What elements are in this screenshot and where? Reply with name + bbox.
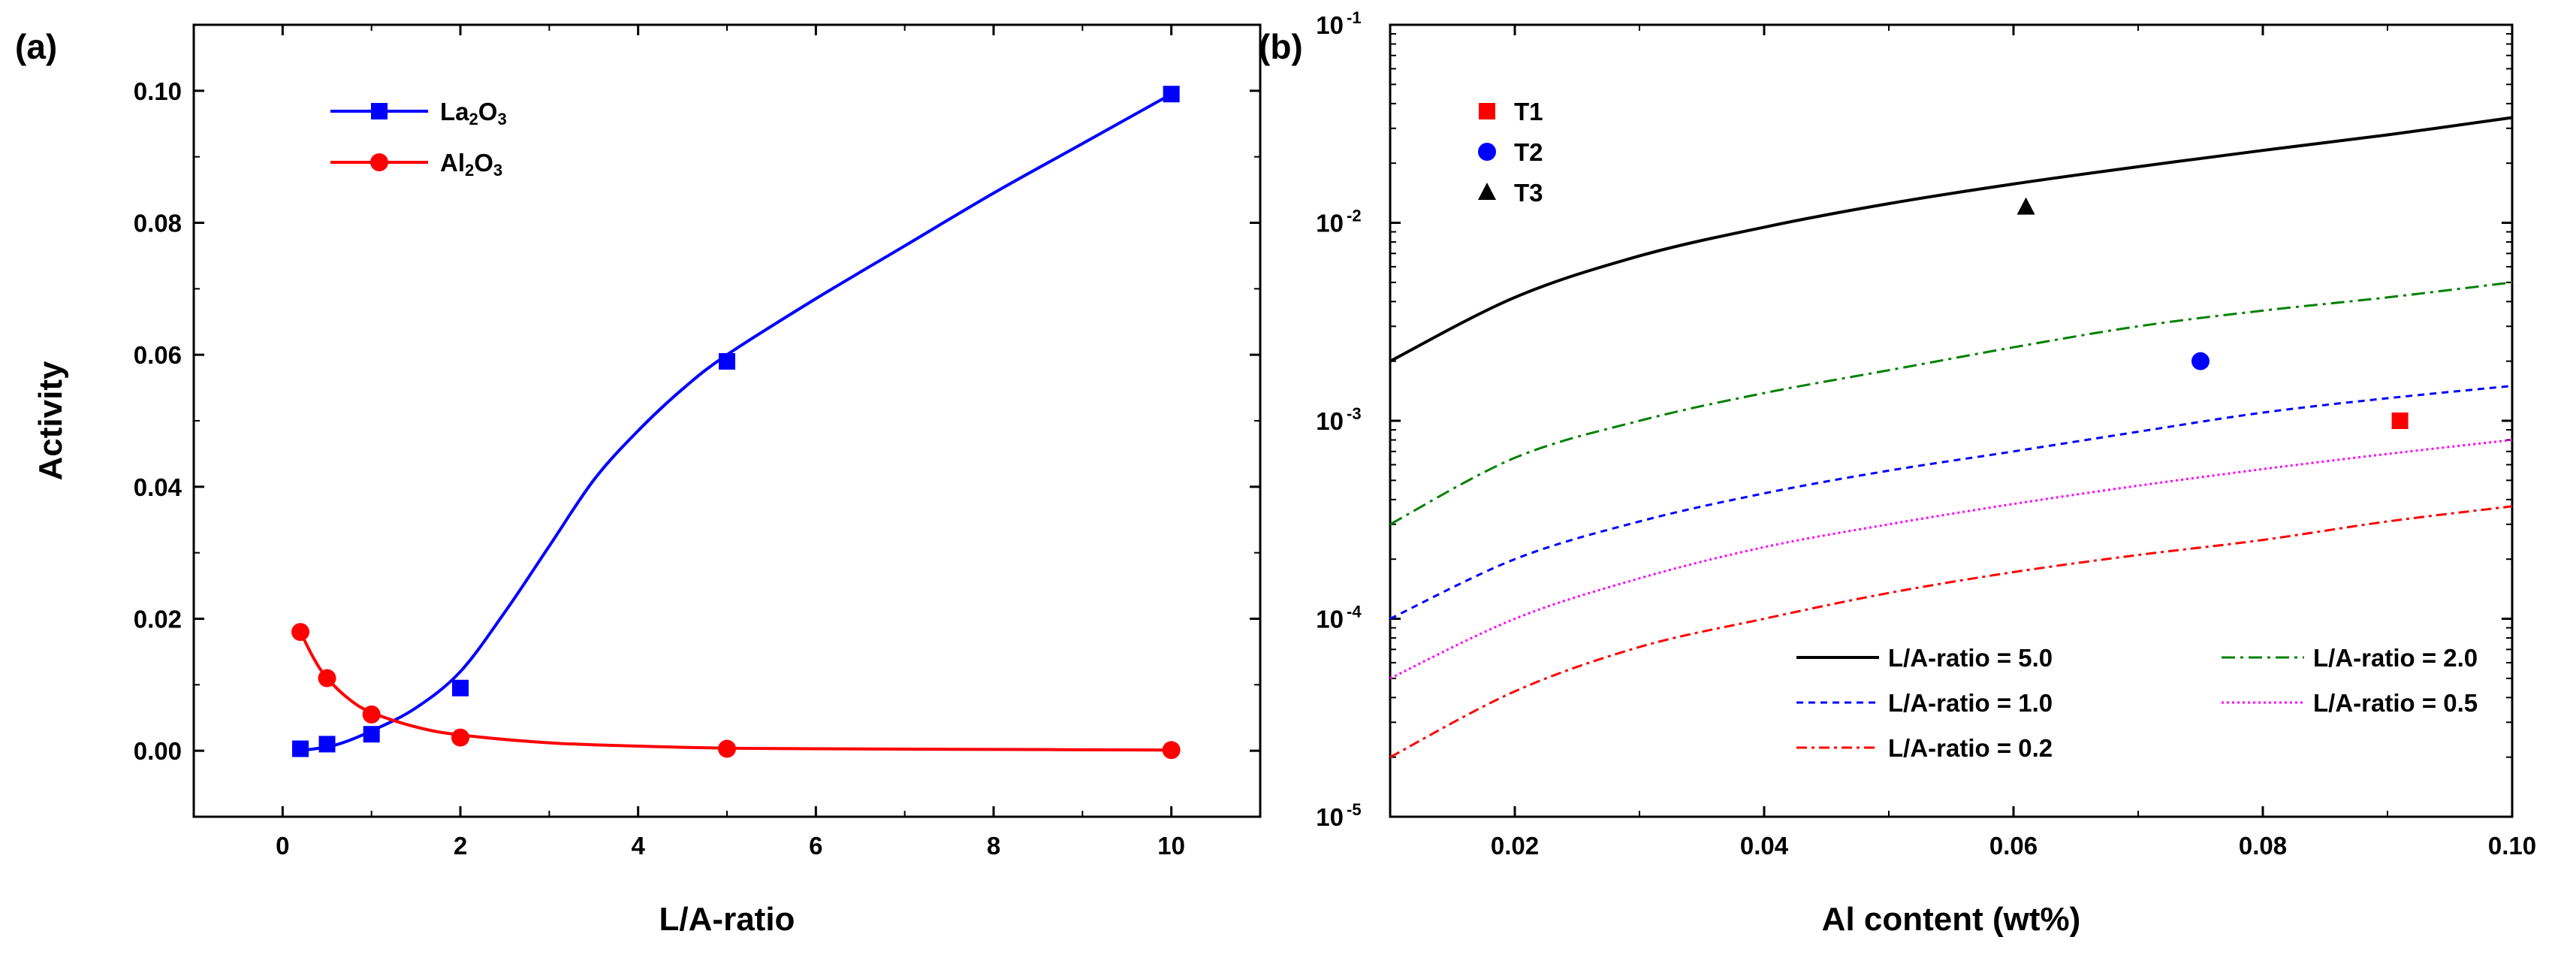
legend-text-part: 2	[469, 110, 478, 128]
legend-text-part: 3	[497, 110, 506, 128]
y-tick-exponent-b: -2	[1347, 207, 1362, 225]
fit-line-Al2O3	[299, 631, 1172, 752]
legend-label-L/A-ratio = 2.0: L/A-ratio = 2.0	[2313, 644, 2478, 672]
y-tick-exponent-b: -3	[1347, 404, 1362, 423]
legend-marker-La2O3	[371, 103, 388, 119]
y-tick-label-a: 0.10	[134, 77, 182, 105]
y-tick-label-b: 10	[1316, 803, 1344, 831]
plot-frame-a	[192, 23, 1262, 818]
legend-label-L/A-ratio = 0.2: L/A-ratio = 0.2	[1888, 734, 2053, 762]
y-tick-label-b: 10	[1316, 210, 1344, 237]
data-point-La2O3	[1163, 86, 1180, 103]
curve-L/A-ratio = 2.0	[1389, 281, 2513, 526]
y-tick-label-a: 0.06	[134, 341, 182, 369]
y-tick-base: 10	[1316, 803, 1344, 831]
data-point-La2O3	[452, 679, 469, 697]
y-tick-base: 10	[1316, 11, 1344, 39]
legend-text-part: 2	[465, 161, 474, 180]
legend-marker-Al2O3	[370, 153, 388, 171]
y-tick-exponent-b: -1	[1347, 8, 1362, 27]
legend-label-L/A-ratio = 0.5: L/A-ratio = 0.5	[2313, 689, 2478, 717]
point-T1	[2391, 413, 2409, 429]
y-tick-label-a: 0.04	[134, 473, 182, 501]
x-tick-label-a: 4	[631, 832, 645, 860]
x-tick-label-a: 8	[987, 832, 1000, 860]
x-tick-label-a: 0	[276, 832, 289, 860]
y-tick-base: 10	[1316, 407, 1344, 435]
y-tick-label-a: 0.00	[134, 737, 182, 765]
panel-a: 0 2 4 6 8 10 0.00 0.02 0.04 0.06 0.08 0.10 L/A-ratio…	[15, 23, 1262, 938]
legend-label-L/A-ratio = 5.0: L/A-ratio = 5.0	[1888, 644, 2053, 672]
data-point-Al2O3	[291, 623, 309, 642]
x-tick-label-b: 0.06	[1989, 832, 2038, 860]
x-tick-label-b: 0.02	[1491, 832, 1539, 860]
point-T2	[2191, 352, 2210, 370]
y-tick-base: 10	[1316, 210, 1344, 237]
y-tick-label-b: 10	[1316, 407, 1344, 435]
legend-text-part: O	[474, 149, 493, 177]
x-tick-label-a: 10	[1157, 832, 1185, 860]
panel-label-b: (b)	[1259, 27, 1303, 66]
y-tick-base: 10	[1316, 606, 1344, 633]
x-axis-title-b: Al content (wt%)	[1822, 901, 2081, 938]
x-tick-label-a: 2	[454, 832, 467, 860]
data-point-Al2O3	[318, 669, 336, 688]
data-point-La2O3	[318, 736, 336, 753]
data-point-Al2O3	[718, 739, 736, 758]
x-tick-label-b: 0.10	[2488, 832, 2536, 860]
data-point-La2O3	[363, 726, 380, 743]
legend-text-part: O	[478, 98, 498, 125]
curve-L/A-ratio = 5.0	[1389, 116, 2513, 363]
legend-marker-T3	[1478, 183, 1496, 200]
curve-L/A-ratio = 0.2	[1389, 505, 2513, 759]
data-point-Al2O3	[451, 728, 469, 747]
legend-text-part: La	[440, 98, 469, 125]
curve-L/A-ratio = 0.5	[1389, 439, 2513, 680]
panel-label-a: (a)	[15, 27, 57, 66]
legend-label-Al2O3: Al2O3	[440, 149, 502, 180]
y-tick-exponent-b: -5	[1347, 800, 1362, 819]
data-point-La2O3	[292, 740, 309, 757]
legend-text-part: 3	[493, 161, 502, 180]
data-point-La2O3	[719, 352, 735, 370]
y-tick-label-b: 10	[1316, 606, 1344, 633]
fit-line-La2O3	[300, 92, 1172, 753]
y-axis-title-a: Activity	[32, 361, 69, 480]
point-T3	[2016, 197, 2035, 215]
x-tick-label-a: 6	[809, 832, 822, 860]
legend-label-T1: T1	[1514, 98, 1543, 125]
y-tick-label-a: 0.08	[134, 210, 182, 237]
legend-marker-T2	[1478, 143, 1496, 161]
y-tick-label-b: 10	[1316, 11, 1344, 39]
y-tick-exponent-b: -4	[1347, 603, 1362, 621]
data-point-Al2O3	[1162, 741, 1181, 760]
legend-label-La2O3: La2O3	[440, 98, 507, 128]
legend-label-L/A-ratio = 1.0: L/A-ratio = 1.0	[1888, 689, 2053, 717]
y-tick-label-a: 0.02	[134, 606, 182, 633]
legend-marker-T1	[1479, 103, 1495, 119]
x-tick-label-b: 0.04	[1740, 832, 1789, 860]
legend-text-part: Al	[440, 149, 465, 177]
x-axis-title-a: L/A-ratio	[659, 901, 795, 938]
legend-label-T2: T2	[1514, 138, 1543, 166]
panel-b: 0.02 0.04 0.06 0.08 0.1010-510-410-310-210-1…	[1259, 8, 2536, 938]
legend-label-T3: T3	[1514, 179, 1543, 207]
x-tick-label-b: 0.08	[2239, 832, 2287, 860]
data-point-Al2O3	[362, 705, 381, 724]
curve-L/A-ratio = 1.0	[1389, 385, 2513, 620]
